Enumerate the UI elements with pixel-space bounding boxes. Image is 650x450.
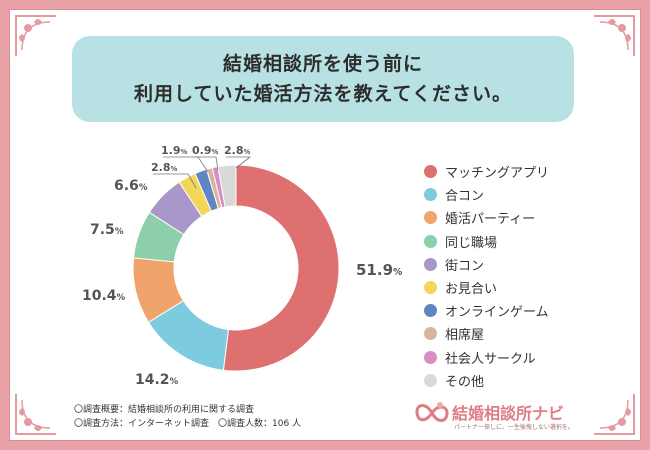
data-label: 1.9%	[161, 144, 188, 157]
legend-item: 街コン	[424, 253, 549, 276]
legend-swatch	[424, 304, 437, 318]
legend-swatch	[424, 234, 437, 248]
label-leader-line	[153, 173, 197, 189]
brand-tagline: パートナー探しに、一生後悔しない選択を。	[454, 424, 574, 431]
corner-ornament-icon	[594, 15, 635, 56]
label-leader-line	[194, 156, 219, 171]
legend-label: お見合い	[445, 282, 498, 298]
legend-item: 社会人サークル	[424, 346, 549, 369]
legend-label: 合コン	[445, 189, 485, 205]
corner-ornament-icon	[15, 15, 56, 56]
survey-notes: 〇調査概要：結婚相談所の利用に関する調査 〇調査方法：インターネット調査 〇調査…	[74, 403, 301, 431]
legend-label: その他	[445, 374, 485, 390]
legend-item: オンラインゲーム	[424, 299, 549, 322]
legend-swatch	[424, 350, 437, 364]
label-leader-line	[226, 156, 252, 169]
legend-item: マッチングアプリ	[424, 160, 549, 183]
legend-swatch	[424, 257, 437, 271]
infinity-logo-icon	[415, 402, 449, 422]
data-label: 7.5%	[90, 222, 124, 238]
legend-label: 街コン	[445, 258, 485, 274]
data-label: 0.9%	[192, 144, 219, 157]
legend-swatch	[424, 373, 437, 387]
legend-item: お見合い	[424, 276, 549, 299]
infographic-card: 結婚相談所を使う前に 利用していた婚活方法を教えてください。 51.9% 14.2…	[9, 9, 641, 441]
title-line-1: 結婚相談所を使う前に	[222, 53, 423, 75]
data-label: 6.6%	[114, 178, 148, 194]
legend-label: 同じ職場	[445, 235, 498, 251]
legend-item: その他	[424, 369, 549, 392]
legend-swatch	[424, 281, 437, 295]
data-label: 51.9%	[356, 261, 403, 279]
donut-slice	[217, 164, 237, 208]
chart-legend: マッチングアプリ 合コン婚活パーティー 同じ職場街コンお見合いオンラインゲーム 相席屋…	[424, 160, 549, 392]
data-label: 14.2%	[135, 372, 179, 388]
legend-label: 婚活パーティー	[445, 212, 536, 228]
legend-label: 社会人サークル	[445, 351, 536, 367]
survey-note-line-2: 〇調査方法：インターネット調査 〇調査人数：106 人	[74, 419, 302, 429]
legend-label: オンラインゲーム	[445, 305, 549, 321]
legend-swatch	[424, 165, 437, 179]
legend-item: 相席屋	[424, 322, 549, 345]
legend-swatch	[424, 211, 437, 225]
data-label: 10.4%	[82, 288, 126, 304]
brand-name: 結婚相談所ナビ	[452, 404, 565, 423]
corner-ornament-icon	[594, 394, 635, 435]
donut-chart: 51.9%14.2%10.4%7.5%6.6%2.8%1.9% 0.9% 2.8%	[82, 144, 403, 388]
donut-slice	[222, 164, 340, 372]
legend-swatch	[424, 327, 437, 341]
legend-item: 同じ職場	[424, 230, 549, 253]
legend-swatch	[424, 188, 437, 202]
legend-item: 合コン	[424, 183, 549, 206]
data-label: 2.8%	[224, 144, 251, 157]
title-line-2: 利用していた婚活方法を教えてください。	[134, 83, 512, 105]
data-label: 2.8%	[151, 161, 178, 174]
legend-label: 相席屋	[445, 328, 485, 344]
legend-label: マッチングアプリ	[445, 166, 550, 182]
corner-ornament-icon	[15, 394, 56, 435]
survey-note-line-1: 〇調査概要：結婚相談所の利用に関する調査	[74, 405, 255, 415]
title-banner: 結婚相談所を使う前に 利用していた婚活方法を教えてください。	[72, 36, 574, 122]
legend-item: 婚活パーティー	[424, 206, 549, 229]
